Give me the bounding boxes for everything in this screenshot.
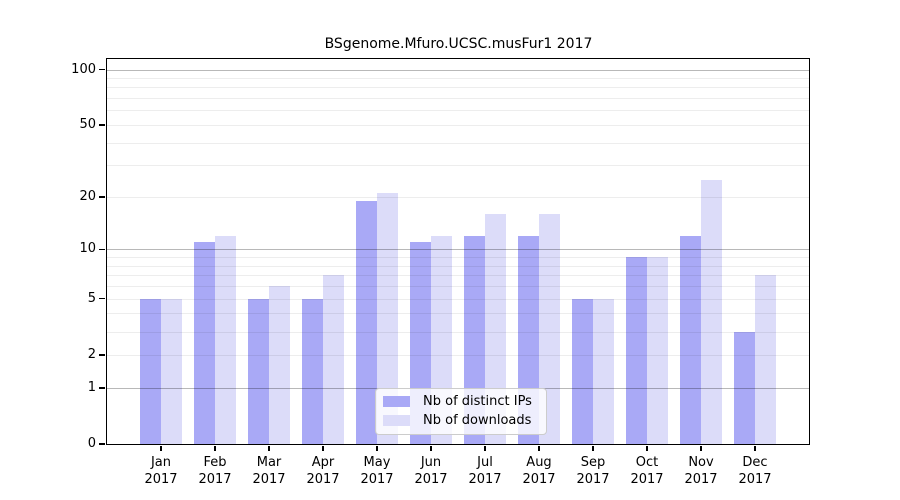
legend-label-downloads: Nb of downloads bbox=[423, 413, 532, 428]
bar-may-downloads bbox=[377, 193, 398, 444]
bar-jan-distinct-ips bbox=[140, 298, 161, 444]
y-tick-label-100: 100 bbox=[71, 61, 96, 77]
minor-gridline-20 bbox=[107, 196, 809, 198]
x-tick-jun bbox=[430, 445, 432, 451]
minor-gridline-70 bbox=[107, 98, 809, 100]
bar-dec-distinct-ips bbox=[734, 331, 755, 444]
bar-dec-downloads bbox=[755, 275, 776, 444]
bar-nov-downloads bbox=[701, 179, 722, 444]
x-tick-label-apr: Apr 2017 bbox=[306, 455, 340, 487]
legend-item-downloads: Nb of downloads bbox=[383, 413, 532, 428]
y-tick-0 bbox=[99, 443, 106, 445]
bar-oct-distinct-ips bbox=[626, 257, 647, 444]
minor-gridline-80 bbox=[107, 87, 809, 89]
minor-gridline-8 bbox=[107, 265, 809, 267]
minor-gridline-3 bbox=[107, 331, 809, 333]
x-tick-oct bbox=[646, 445, 648, 451]
minor-gridline-5 bbox=[107, 298, 809, 300]
x-tick-label-aug: Aug 2017 bbox=[522, 455, 556, 487]
bar-sep-downloads bbox=[593, 298, 614, 444]
minor-gridline-40 bbox=[107, 142, 809, 144]
bar-mar-downloads bbox=[269, 286, 290, 444]
x-tick-label-feb: Feb 2017 bbox=[198, 455, 232, 487]
legend-label-distinct-ips: Nb of distinct IPs bbox=[423, 394, 532, 409]
y-tick-label-10: 10 bbox=[79, 241, 96, 257]
legend-swatch-distinct-ips bbox=[383, 396, 410, 407]
y-tick-1 bbox=[99, 386, 106, 389]
x-tick-label-jun: Jun 2017 bbox=[414, 455, 448, 487]
x-tick-aug bbox=[538, 445, 540, 451]
bar-may-distinct-ips bbox=[356, 200, 377, 444]
y-tick-label-2: 2 bbox=[87, 346, 96, 362]
y-tick-label-1: 1 bbox=[87, 379, 96, 395]
x-tick-label-nov: Nov 2017 bbox=[684, 455, 718, 487]
bar-apr-downloads bbox=[323, 275, 344, 444]
plot-area: Nb of distinct IPs Nb of downloads Jan 20… bbox=[71, 58, 810, 487]
minor-gridline-60 bbox=[107, 110, 809, 112]
x-tick-sep bbox=[592, 445, 594, 451]
x-tick-label-mar: Mar 2017 bbox=[252, 455, 286, 487]
y-tick-label-20: 20 bbox=[79, 188, 96, 204]
x-tick-label-sep: Sep 2017 bbox=[576, 455, 610, 487]
x-tick-nov bbox=[700, 445, 702, 451]
bar-jan-downloads bbox=[161, 298, 182, 444]
y-tick-100 bbox=[99, 68, 106, 71]
x-tick-jan bbox=[160, 445, 162, 451]
x-tick-apr bbox=[322, 445, 324, 451]
y-tick-10 bbox=[99, 248, 106, 251]
x-tick-label-jul: Jul 2017 bbox=[468, 455, 502, 487]
minor-gridline-2 bbox=[107, 354, 809, 356]
x-tick-may bbox=[376, 445, 378, 451]
minor-gridline-90 bbox=[107, 77, 809, 79]
y-tick-20 bbox=[99, 196, 106, 198]
legend: Nb of distinct IPs Nb of downloads bbox=[375, 388, 547, 435]
y-tick-2 bbox=[99, 354, 106, 356]
y-tick-5 bbox=[99, 297, 106, 300]
major-gridline-100 bbox=[107, 69, 809, 71]
bar-feb-distinct-ips bbox=[194, 242, 215, 444]
bar-feb-downloads bbox=[215, 235, 236, 444]
y-tick-label-50: 50 bbox=[79, 116, 96, 132]
minor-gridline-9 bbox=[107, 257, 809, 259]
minor-gridline-6 bbox=[107, 286, 809, 288]
bar-aug-downloads bbox=[539, 214, 560, 444]
x-tick-label-may: May 2017 bbox=[360, 455, 394, 487]
y-tick-label-0: 0 bbox=[87, 436, 96, 451]
x-tick-dec bbox=[754, 445, 756, 451]
x-tick-label-oct: Oct 2017 bbox=[630, 455, 664, 487]
x-tick-mar bbox=[268, 445, 270, 451]
minor-gridline-4 bbox=[107, 313, 809, 315]
x-tick-label-jan: Jan 2017 bbox=[144, 455, 178, 487]
chart-title: BSgenome.Mfuro.UCSC.musFur1 2017 bbox=[324, 36, 593, 52]
bar-oct-downloads bbox=[647, 257, 668, 444]
bar-nov-distinct-ips bbox=[680, 235, 701, 444]
y-tick-label-5: 5 bbox=[87, 290, 96, 306]
y-tick-50 bbox=[99, 124, 106, 126]
bar-sep-distinct-ips bbox=[572, 298, 593, 444]
minor-gridline-30 bbox=[107, 165, 809, 167]
bar-apr-distinct-ips bbox=[302, 298, 323, 444]
major-gridline-10 bbox=[107, 249, 809, 251]
x-tick-feb bbox=[214, 445, 216, 451]
legend-swatch-downloads bbox=[383, 415, 410, 426]
minor-gridline-50 bbox=[107, 124, 809, 126]
x-tick-jul bbox=[484, 445, 486, 451]
bar-mar-distinct-ips bbox=[248, 298, 269, 444]
legend-item-distinct-ips: Nb of distinct IPs bbox=[383, 394, 532, 409]
minor-gridline-7 bbox=[107, 275, 809, 277]
x-tick-label-dec: Dec 2017 bbox=[738, 455, 772, 487]
bar-jul-downloads bbox=[485, 214, 506, 444]
